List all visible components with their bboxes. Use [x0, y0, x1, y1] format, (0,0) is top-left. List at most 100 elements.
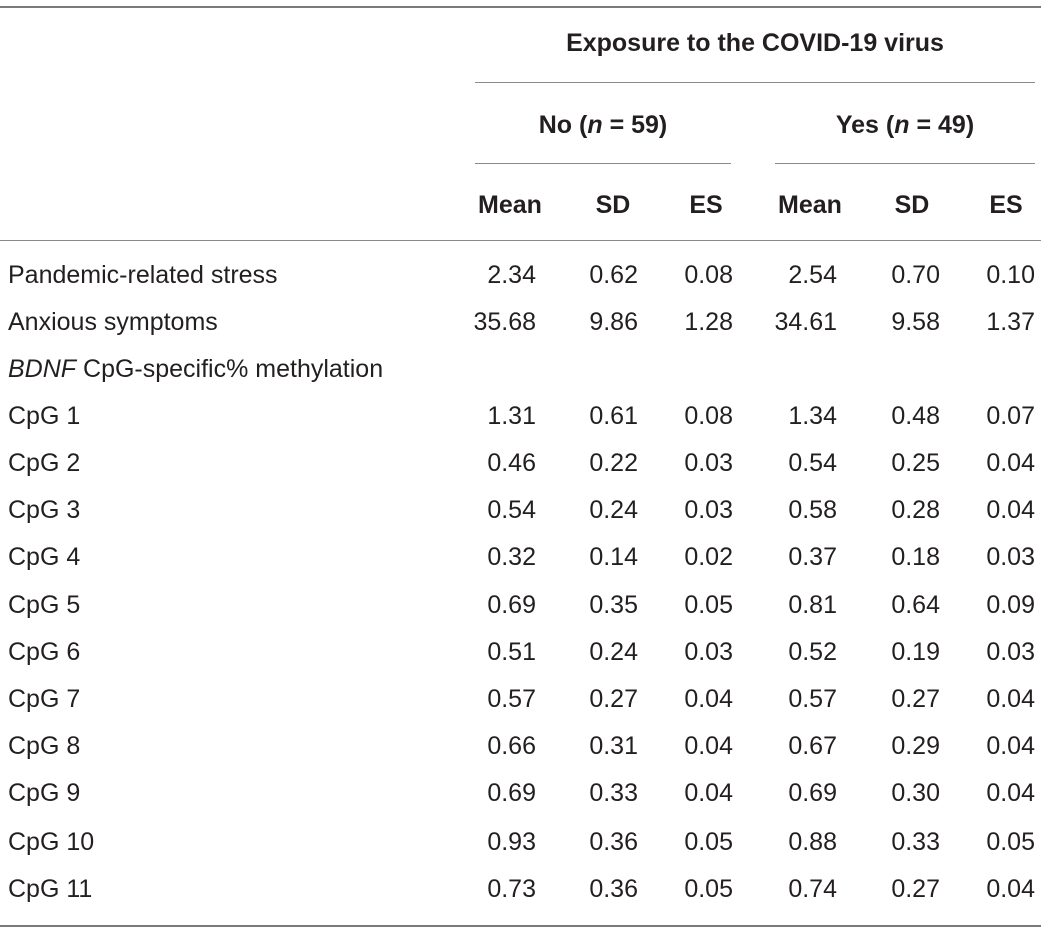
cell-yes-sd: 0.19	[891, 638, 940, 666]
cell-no-sd: 0.36	[589, 875, 638, 903]
col-header-yes-mean: Mean	[778, 191, 842, 219]
cell-yes-sd: 0.30	[891, 779, 940, 807]
cell-yes-sd: 0.27	[891, 685, 940, 713]
cell-no-mean: 0.69	[487, 591, 536, 619]
cell-yes-es: 0.10	[986, 261, 1035, 289]
cell-yes-sd: 0.18	[891, 543, 940, 571]
cell-yes-es: 0.04	[986, 685, 1035, 713]
cell-no-mean: 0.54	[487, 496, 536, 524]
row-label: CpG 11	[8, 875, 93, 903]
cell-no-es: 0.08	[684, 261, 733, 289]
cell-no-mean: 35.68	[473, 308, 536, 336]
cell-yes-sd: 0.25	[891, 449, 940, 477]
cell-yes-sd: 0.33	[891, 828, 940, 856]
cell-no-es: 0.04	[684, 779, 733, 807]
cell-yes-mean: 2.54	[788, 261, 837, 289]
cell-yes-mean: 0.67	[788, 732, 837, 760]
cell-yes-mean: 0.52	[788, 638, 837, 666]
cell-no-sd: 9.86	[589, 308, 638, 336]
cell-no-sd: 0.36	[589, 828, 638, 856]
cell-yes-mean: 0.69	[788, 779, 837, 807]
cell-no-es: 0.02	[684, 543, 733, 571]
col-header-no-mean: Mean	[478, 191, 542, 219]
no-group-header: No (n = 59)	[538, 111, 668, 139]
no-group-label: No	[538, 111, 573, 139]
cell-yes-es: 0.03	[986, 638, 1035, 666]
cell-no-es: 1.28	[684, 308, 733, 336]
cell-no-sd: 0.33	[589, 779, 638, 807]
cell-no-mean: 2.34	[487, 261, 536, 289]
cell-yes-es: 0.04	[986, 449, 1035, 477]
cell-yes-es: 0.04	[986, 732, 1035, 760]
cell-yes-mean: 0.57	[788, 685, 837, 713]
cell-yes-mean: 0.54	[788, 449, 837, 477]
cell-no-mean: 0.32	[487, 543, 536, 571]
cell-yes-mean: 0.88	[788, 828, 837, 856]
cell-no-es: 0.08	[684, 402, 733, 430]
cell-no-es: 0.04	[684, 732, 733, 760]
cell-yes-sd: 0.64	[891, 591, 940, 619]
cell-yes-mean: 0.74	[788, 875, 837, 903]
cell-yes-mean: 0.37	[788, 543, 837, 571]
row-label: CpG 1	[8, 402, 81, 430]
row-label: Pandemic-related stress	[8, 261, 278, 289]
top-rule	[0, 6, 1041, 8]
cell-yes-es: 1.37	[986, 308, 1035, 336]
cell-no-mean: 0.46	[487, 449, 536, 477]
cell-no-sd: 0.14	[589, 543, 638, 571]
cell-no-es: 0.03	[684, 449, 733, 477]
no-group-n-rest: = 59)	[602, 111, 668, 139]
section-label-gene: BDNF	[8, 355, 77, 383]
row-label: CpG 3	[8, 496, 81, 524]
cell-yes-mean: 0.81	[788, 591, 837, 619]
cell-no-mean: 0.73	[487, 875, 536, 903]
cell-yes-mean: 34.61	[774, 308, 837, 336]
cell-yes-mean: 0.58	[788, 496, 837, 524]
cell-yes-es: 0.04	[986, 875, 1035, 903]
cell-yes-sd: 0.48	[891, 402, 940, 430]
cell-no-mean: 0.57	[487, 685, 536, 713]
cell-no-es: 0.05	[684, 591, 733, 619]
cell-no-mean: 0.69	[487, 779, 536, 807]
cell-yes-es: 0.07	[986, 402, 1035, 430]
cell-yes-sd: 9.58	[891, 308, 940, 336]
cell-yes-sd: 0.29	[891, 732, 940, 760]
row-label: CpG 5	[8, 591, 81, 619]
cell-no-es: 0.05	[684, 875, 733, 903]
cell-no-es: 0.04	[684, 685, 733, 713]
row-label: CpG 7	[8, 685, 81, 713]
group-title: Exposure to the COVID-19 virus	[566, 29, 944, 57]
section-label: BDNF CpG-specific% methylation	[8, 354, 383, 384]
cell-yes-sd: 0.27	[891, 875, 940, 903]
row-label: CpG 6	[8, 638, 81, 666]
col-header-no-sd: SD	[595, 191, 631, 219]
cell-no-es: 0.03	[684, 638, 733, 666]
cell-yes-sd: 0.70	[891, 261, 940, 289]
col-header-no-es: ES	[689, 191, 723, 219]
cell-no-sd: 0.27	[589, 685, 638, 713]
cell-no-sd: 0.61	[589, 402, 638, 430]
cell-yes-es: 0.04	[986, 779, 1035, 807]
col-header-yes-sd: SD	[894, 191, 930, 219]
cell-yes-es: 0.09	[986, 591, 1035, 619]
cell-no-sd: 0.31	[589, 732, 638, 760]
cell-yes-es: 0.04	[986, 496, 1035, 524]
row-label: CpG 9	[8, 779, 81, 807]
cell-no-mean: 0.66	[487, 732, 536, 760]
cell-yes-mean: 1.34	[788, 402, 837, 430]
row-label: CpG 10	[8, 828, 95, 856]
no-group-underline	[475, 163, 731, 164]
yes-group-underline	[775, 163, 1035, 164]
cell-no-sd: 0.24	[589, 638, 638, 666]
bottom-rule	[0, 925, 1041, 927]
group-title-underline	[475, 82, 1035, 83]
row-label: CpG 2	[8, 449, 81, 477]
yes-group-n-rest: = 49)	[909, 111, 975, 139]
row-label: CpG 8	[8, 732, 81, 760]
cell-no-es: 0.05	[684, 828, 733, 856]
cell-no-sd: 0.62	[589, 261, 638, 289]
no-group-n-var: n	[587, 111, 603, 139]
cell-no-mean: 1.31	[487, 402, 536, 430]
yes-group-n-var: n	[894, 111, 910, 139]
col-header-yes-es: ES	[989, 191, 1023, 219]
